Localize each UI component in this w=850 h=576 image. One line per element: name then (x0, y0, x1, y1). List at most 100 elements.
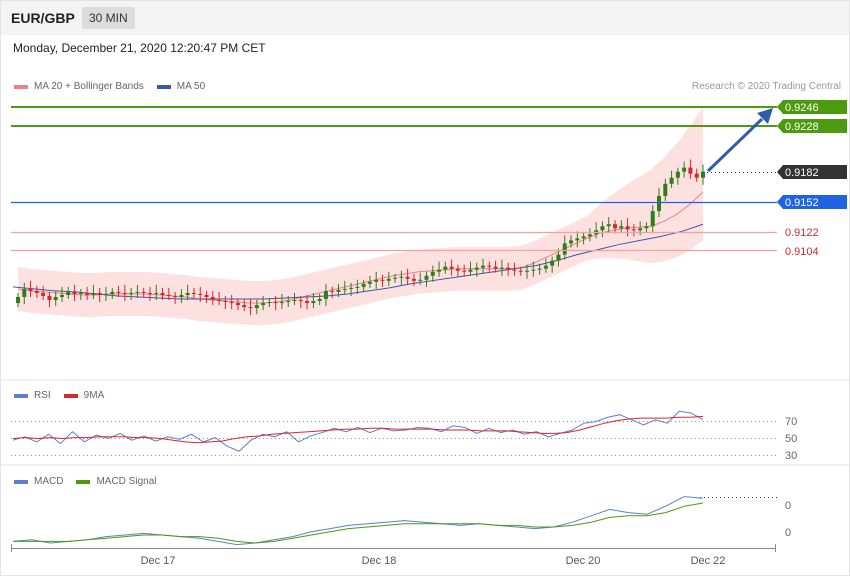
candle-body (474, 267, 479, 270)
candle-body (657, 195, 662, 212)
candle-body (122, 292, 127, 294)
candle-body (411, 278, 416, 281)
candle-body (235, 303, 240, 306)
chart-header-bar (1, 1, 849, 35)
candle-body (185, 292, 190, 295)
rsi-legend-swatch (14, 393, 28, 398)
rsi-level-30-label: 30 (785, 450, 797, 462)
candle-body (47, 295, 52, 301)
candle-body (380, 279, 385, 281)
candle-body (135, 291, 140, 293)
candle-body (682, 167, 687, 172)
candle-body (261, 303, 266, 306)
candle-body (298, 300, 303, 302)
candle-body (512, 269, 517, 271)
candle-body (286, 301, 291, 303)
macd-signal-legend-label: MACD Signal (96, 476, 157, 487)
candle-body (66, 291, 71, 295)
candle-body (663, 183, 668, 196)
rsi-ma-legend-swatch (63, 393, 78, 398)
x-tick-dec-22: Dec 22 (691, 555, 726, 567)
ma20-legend-label: MA 20 + Bollinger Bands (34, 81, 144, 92)
candle-body (675, 171, 680, 178)
rsi-level-50-label: 50 (785, 433, 797, 445)
macd-legend: MACD MACD Signal (14, 476, 169, 487)
candle-body (688, 167, 693, 174)
candle-body (393, 277, 398, 279)
candle-body (437, 269, 442, 272)
candle-body (210, 296, 215, 301)
candle-body (336, 289, 341, 292)
candle-body (78, 292, 83, 294)
candle-body (254, 305, 259, 309)
candle-body (600, 226, 605, 231)
timeframe-badge[interactable]: 30 MIN (82, 7, 135, 29)
ma50-legend-swatch (156, 84, 171, 89)
price-tag-text-0-9228: 0.9228 (785, 121, 819, 133)
rsi-level-70-label: 70 (785, 416, 797, 428)
price-tag-text-0-9152: 0.9152 (785, 197, 819, 209)
candle-body (141, 291, 146, 293)
rsi-legend-label: RSI (34, 390, 51, 401)
candle-body (204, 294, 209, 297)
candle-body (550, 260, 555, 266)
candle-body (317, 299, 322, 302)
candle-body (449, 266, 454, 269)
candle-body (613, 224, 618, 229)
macd-legend-swatch (14, 479, 28, 484)
candle-body (173, 295, 178, 297)
candle-body (361, 283, 366, 287)
research-credit: Research © 2020 Trading Central (691, 81, 841, 92)
candle-body (631, 229, 636, 231)
currency-pair-title: EUR/GBP (11, 10, 75, 26)
candle-body (242, 305, 247, 308)
macd-signal-line (13, 502, 704, 544)
price-tag-text-0-9122: 0.9122 (785, 227, 819, 239)
price-tag-0-9246: 0.9246 (777, 100, 847, 114)
candle-body (110, 291, 115, 294)
candle-body (160, 292, 165, 295)
candle-body (147, 292, 152, 294)
candle-body (386, 278, 391, 281)
forecast-arrow-shaft (706, 117, 764, 173)
candle-body (468, 269, 473, 272)
candle-body (405, 276, 410, 279)
candle-body (525, 270, 530, 272)
candle-body (499, 267, 504, 269)
forecast-arrow-head (757, 108, 773, 124)
candle-body (349, 287, 354, 289)
candle-body (493, 266, 498, 269)
price-tag-0-9152: 0.9152 (777, 195, 847, 209)
candle-body (487, 265, 492, 267)
candle-body (587, 234, 592, 237)
x-tick-dec-17: Dec 17 (141, 555, 176, 567)
candle-body (606, 224, 611, 227)
candle-body (543, 265, 548, 269)
ma50-line (12, 223, 704, 300)
candle-body (16, 296, 20, 304)
candle-body (59, 294, 64, 297)
price-legend: MA 20 + Bollinger Bands MA 50 (14, 81, 218, 92)
candle-body (644, 226, 649, 229)
candle-body (418, 279, 423, 281)
candle-body (506, 267, 511, 270)
candle-body (305, 301, 310, 304)
candle-body (116, 291, 121, 293)
x-tick-dec-20: Dec 20 (566, 555, 601, 567)
candle-body (179, 294, 184, 297)
candle-body (537, 268, 542, 270)
candle-body (129, 292, 134, 294)
candle-body (562, 243, 567, 255)
candle-body (273, 302, 278, 304)
rsi-ma-line (12, 415, 704, 444)
candle-body (694, 173, 699, 178)
candle-body (323, 290, 328, 300)
candle-body (481, 265, 486, 268)
price-tag-text-0-9104: 0.9104 (785, 246, 819, 258)
candle-body (531, 269, 536, 271)
macd-signal-legend-swatch (76, 479, 91, 484)
candle-body (292, 300, 297, 302)
candle-body (154, 292, 159, 294)
rsi-ma-legend-label: 9MA (83, 390, 105, 401)
